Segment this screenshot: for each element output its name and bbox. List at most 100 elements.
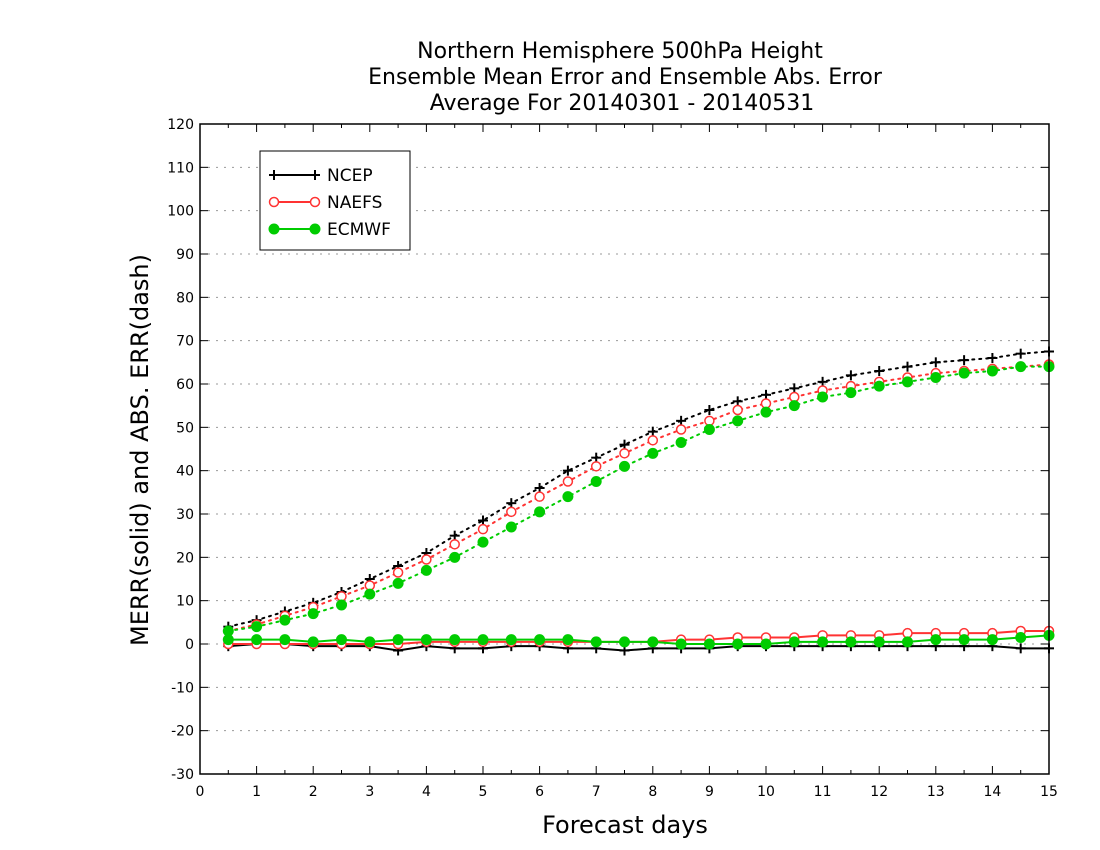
y-tick-label: 80 (176, 290, 194, 306)
naefs-abs-err-point (590, 461, 602, 472)
legend-marker (310, 170, 320, 180)
x-tick-label: 9 (705, 784, 714, 800)
ecmwf-abs-err-point (449, 551, 461, 563)
y-tick-label: 70 (176, 334, 194, 350)
naefs-abs-err-point (364, 580, 376, 591)
naefs-abs-err-point (619, 448, 630, 459)
ecmwf-mean-err-point (845, 636, 857, 648)
y-tick-label: 100 (167, 204, 194, 220)
x-tick-label: 2 (309, 784, 318, 800)
x-axis-label: Forecast days (542, 811, 708, 839)
ecmwf-abs-err-point (845, 387, 857, 399)
ecmwf-abs-err-point (675, 437, 687, 448)
ecmwf-mean-err-point (222, 634, 234, 646)
ecmwf-abs-err-point (336, 599, 347, 611)
naefs-abs-err-line (227, 363, 1050, 632)
ecmwf-mean-err-point (930, 634, 942, 646)
naefs-abs-err-point (647, 435, 659, 446)
ecmwf-mean-err-point (420, 634, 432, 646)
x-tick-label: 7 (592, 784, 601, 800)
naefs-abs-err-point (506, 506, 517, 518)
title-line-3: Average For 20140301 - 20140531 (430, 91, 815, 116)
ecmwf-mean-err-point (562, 634, 574, 646)
naefs-abs-err-point (760, 398, 772, 409)
naefs-abs-err-point (704, 415, 715, 427)
naefs-abs-err-point (336, 591, 347, 602)
legend-marker (268, 196, 280, 208)
legend-item-ecmwf: ECMWF (268, 220, 391, 240)
ecmwf-mean-err-point (392, 634, 404, 646)
ecmwf-mean-err-point (477, 634, 489, 646)
ecmwf-mean-err-point (647, 636, 659, 648)
ecmwf-mean-err-point (958, 634, 970, 646)
naefs-abs-err-point (789, 391, 800, 403)
ecmwf-mean-err-point (251, 634, 263, 646)
ncep-abs-err-point (676, 415, 687, 426)
ecmwf-abs-err-point (760, 406, 772, 418)
y-tick-label: 40 (176, 464, 194, 480)
ecmwf-abs-err-point (477, 536, 489, 548)
legend: NCEP NAEFS ECMWF (259, 150, 411, 251)
x-tick-label: 0 (196, 784, 205, 800)
ecmwf-mean-err-point (986, 634, 998, 646)
ecmwf-abs-err-point (930, 372, 942, 383)
y-tick-label: 120 (167, 117, 194, 133)
ncep-abs-err-point (789, 383, 800, 394)
y-tick-label: 50 (176, 420, 194, 436)
title-line-1: Northern Hemisphere 500hPa Height (417, 39, 823, 64)
ncep-abs-err-point (478, 515, 488, 526)
x-tick-label: 13 (927, 784, 945, 800)
ecmwf-mean-err-point (449, 634, 461, 646)
naefs-mean-err-point (902, 627, 913, 639)
ecmwf-mean-err-point (873, 636, 885, 648)
ncep-abs-err-point (817, 376, 828, 387)
series-ncep (223, 346, 1054, 656)
ecmwf-abs-err-point (703, 424, 715, 435)
legend-item-naefs: NAEFS (268, 193, 382, 213)
naefs-abs-err-point (477, 523, 489, 535)
series-naefs (223, 359, 1055, 650)
ecmwf-abs-err-point (364, 588, 376, 600)
ncep-mean-err-point (1015, 643, 1026, 654)
series-ecmwf (222, 361, 1055, 650)
legend-marker (309, 196, 321, 208)
ecmwf-mean-err-line (228, 634, 1050, 645)
ncep-abs-err-point (647, 426, 658, 437)
y-tick-label: 0 (185, 637, 194, 653)
ecmwf-mean-err-point (534, 634, 546, 646)
x-tick-label: 4 (422, 784, 431, 800)
ecmwf-abs-err-point (279, 614, 291, 626)
ecmwf-mean-err-point (817, 636, 829, 648)
ecmwf-abs-err-point (307, 608, 319, 620)
naefs-abs-err-point (421, 554, 432, 565)
ecmwf-abs-err-point (732, 415, 744, 427)
ncep-abs-err-point (1015, 348, 1026, 359)
ncep-abs-err-point (959, 355, 970, 366)
y-tick-label: 20 (176, 550, 194, 566)
x-tick-label: 14 (983, 784, 1001, 800)
ecmwf-abs-err-point (505, 521, 517, 533)
ncep-abs-err-point (930, 357, 941, 368)
ecmwf-mean-err-point (364, 636, 376, 648)
ecmwf-abs-err-point (420, 564, 432, 576)
ecmwf-abs-err-line (227, 365, 1050, 632)
plot-frame (199, 123, 1050, 775)
ecmwf-mean-err-point (619, 636, 630, 648)
ecmwf-mean-err-point (703, 638, 715, 650)
x-tick-label: 15 (1040, 784, 1058, 800)
ecmwf-abs-err-point (251, 621, 263, 633)
naefs-abs-err-point (562, 476, 574, 487)
y-tick-label: 110 (167, 160, 194, 176)
ncep-abs-err-point (619, 439, 630, 450)
y-tick-label: -20 (171, 724, 194, 740)
ecmwf-mean-err-point (307, 636, 319, 648)
ecmwf-abs-err-point (392, 577, 404, 589)
legend-label: NAEFS (327, 193, 382, 213)
ncep-abs-err-line (227, 350, 1050, 628)
legend-marker (268, 223, 280, 235)
ecmwf-mean-err-point (505, 634, 517, 646)
naefs-abs-err-point (675, 424, 687, 435)
y-tick-label: -30 (171, 767, 194, 783)
y-axis-label: MERR(solid) and ABS. ERR(dash) (126, 254, 154, 646)
